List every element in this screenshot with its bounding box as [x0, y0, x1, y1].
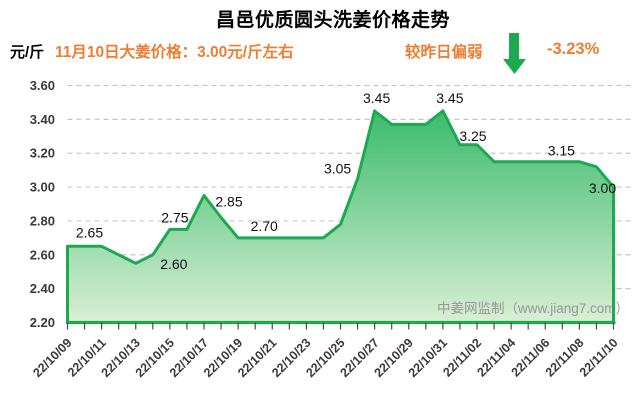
data-label: 3.05: [324, 161, 351, 177]
y-axis-label: 2.40: [30, 281, 55, 296]
down-arrow-shape: [503, 33, 526, 74]
y-axis-label: 2.20: [30, 315, 55, 330]
data-label: 3.25: [459, 128, 486, 144]
y-axis-label: 3.40: [30, 112, 55, 127]
y-axis-label: 2.80: [30, 213, 55, 228]
down-arrow-icon: [503, 33, 526, 74]
data-label: 2.60: [160, 256, 187, 272]
data-label: 2.75: [161, 209, 188, 225]
data-label: 2.65: [76, 224, 103, 240]
page-title: 昌邑优质圆头洗姜价格走势: [215, 10, 450, 31]
data-label: 2.85: [215, 194, 242, 210]
trend-percent-value: -3.23%: [547, 40, 600, 58]
data-label: 3.15: [548, 143, 575, 159]
data-label: 3.45: [363, 90, 390, 106]
y-axis-label: 3.60: [30, 78, 55, 93]
y-axis-label: 2.60: [30, 247, 55, 262]
data-label: 3.45: [436, 90, 463, 106]
y-axis-label: 3.20: [30, 146, 55, 161]
y-axis-unit-label: 元/斤: [10, 44, 45, 61]
x-axis-label: 22/11/10: [577, 336, 621, 380]
area-fill: [67, 110, 614, 323]
watermark-text: 中姜网监制（www.jiang7.com）: [437, 301, 629, 316]
data-label: 3.00: [589, 180, 616, 196]
y-axis-label: 3.00: [30, 180, 55, 195]
data-label: 2.70: [251, 218, 278, 234]
trend-status-label: 较昨日偏弱: [405, 44, 483, 61]
price-line: [66, 109, 615, 324]
current-price-subtitle: 11月10日大姜价格：3.00元/斤左右: [55, 44, 294, 61]
